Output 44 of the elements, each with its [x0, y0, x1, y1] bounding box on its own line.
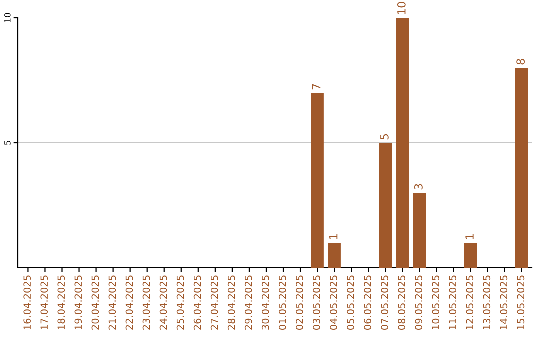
- x-tick-label: 03.05.2025: [313, 276, 320, 330]
- x-tick-label: 02.05.2025: [296, 276, 304, 330]
- x-tick-label: 29.04.2025: [244, 276, 252, 330]
- x-tick-label: 28.04.2025: [228, 276, 236, 330]
- bar: [379, 143, 392, 268]
- bar: [515, 68, 528, 268]
- x-tick-label: 07.05.2025: [381, 276, 388, 330]
- x-tick-label: 04.05.2025: [330, 276, 338, 330]
- x-tick-label: 01.05.2025: [278, 276, 286, 330]
- x-tick-label: 17.04.2025: [40, 276, 48, 330]
- x-tick-label: 21.04.2025: [108, 276, 116, 330]
- data-label: 10: [397, 2, 406, 14]
- x-tick-label: 26.04.2025: [194, 276, 202, 330]
- x-tick-label: 25.04.2025: [176, 276, 184, 330]
- data-label: 1: [330, 234, 338, 240]
- x-tick-label: 14.05.2025: [500, 276, 508, 330]
- data-label: 3: [414, 184, 423, 190]
- x-tick-label: 06.05.2025: [364, 276, 372, 330]
- bar: [311, 93, 324, 268]
- x-tick-label: 12.05.2025: [466, 276, 474, 330]
- bar: [328, 243, 341, 268]
- x-tick-label: 15.05.2025: [517, 276, 525, 330]
- bar: [464, 243, 478, 268]
- x-tick-label: 22.04.2025: [126, 276, 134, 330]
- x-tick-label: 05.05.2025: [347, 276, 354, 330]
- x-tick-label: 11.05.2025: [449, 276, 457, 330]
- x-tick-label: 08.05.2025: [398, 276, 406, 330]
- x-tick-label: 09.05.2025: [415, 276, 422, 330]
- x-tick-label: 20.04.2025: [92, 276, 100, 330]
- data-label: 7: [312, 84, 321, 90]
- bar: [413, 193, 426, 268]
- data-label: 8: [516, 59, 526, 65]
- x-tick-label: 18.04.2025: [58, 276, 66, 330]
- x-tick-label: 30.04.2025: [262, 276, 270, 330]
- x-tick-label: 19.04.2025: [74, 276, 82, 330]
- x-tick-label: 10.05.2025: [432, 276, 440, 330]
- x-tick-label: 13.05.2025: [483, 276, 491, 330]
- x-tick-label: 23.04.2025: [142, 276, 150, 330]
- x-tick-label: 16.04.2025: [24, 276, 32, 330]
- x-tick-label: 24.04.2025: [160, 276, 168, 330]
- bar: [396, 18, 410, 268]
- data-label: 1: [466, 234, 474, 240]
- x-tick-label: 27.04.2025: [210, 276, 218, 330]
- data-label: 5: [380, 134, 389, 140]
